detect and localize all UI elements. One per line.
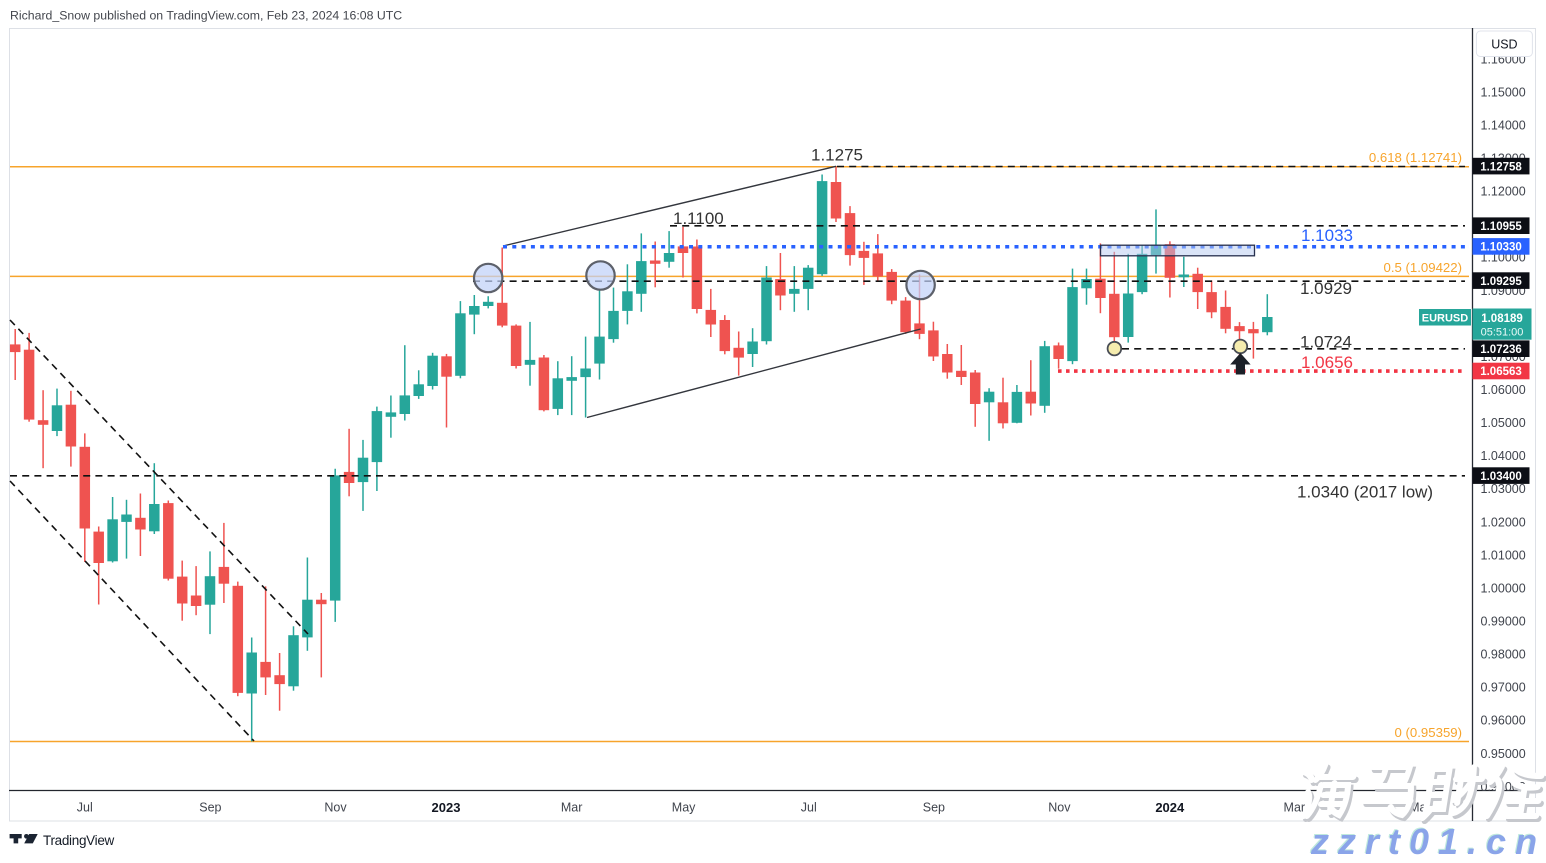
- svg-text:1.12758: 1.12758: [1480, 161, 1522, 173]
- svg-text:Nov: Nov: [1048, 801, 1071, 815]
- svg-text:1.03400: 1.03400: [1480, 471, 1522, 483]
- svg-text:Mar: Mar: [561, 801, 583, 815]
- svg-text:0.98000: 0.98000: [1481, 648, 1526, 662]
- svg-text:May: May: [672, 801, 696, 815]
- svg-text:1.08189: 1.08189: [1481, 313, 1523, 325]
- svg-text:1.0929: 1.0929: [1300, 279, 1352, 298]
- svg-text:1.09295: 1.09295: [1480, 276, 1522, 288]
- svg-text:TradingView: TradingView: [43, 833, 115, 848]
- svg-text:Nov: Nov: [324, 801, 347, 815]
- svg-text:2024: 2024: [1155, 800, 1185, 815]
- svg-text:1.14000: 1.14000: [1481, 118, 1526, 132]
- svg-text:0.99000: 0.99000: [1481, 615, 1526, 629]
- svg-text:0.97000: 0.97000: [1481, 681, 1526, 695]
- svg-text:Sep: Sep: [199, 801, 221, 815]
- svg-text:1.05000: 1.05000: [1481, 416, 1526, 430]
- svg-text:EURUSD: EURUSD: [1422, 313, 1469, 325]
- svg-text:1.12000: 1.12000: [1481, 185, 1526, 199]
- svg-text:1.00000: 1.00000: [1481, 581, 1526, 595]
- svg-text:1.01000: 1.01000: [1481, 548, 1526, 562]
- svg-text:1.1100: 1.1100: [673, 209, 724, 228]
- svg-text:Sep: Sep: [923, 801, 945, 815]
- svg-text:0.5 (1.09422): 0.5 (1.09422): [1384, 260, 1462, 275]
- svg-text:1.0656: 1.0656: [1301, 353, 1353, 372]
- svg-text:1.04000: 1.04000: [1481, 449, 1526, 463]
- svg-text:2023: 2023: [432, 800, 461, 815]
- svg-text:Mar: Mar: [1284, 801, 1306, 815]
- svg-text:USD: USD: [1491, 37, 1517, 51]
- svg-text:1.06000: 1.06000: [1481, 383, 1526, 397]
- svg-text:Richard_Snow published on Trad: Richard_Snow published on TradingView.co…: [10, 8, 402, 22]
- svg-text:1.10955: 1.10955: [1480, 221, 1522, 233]
- svg-text:Jul: Jul: [77, 801, 93, 815]
- svg-text:05:51:00: 05:51:00: [1481, 327, 1524, 339]
- svg-text:0.96000: 0.96000: [1481, 714, 1526, 728]
- svg-text:1.06563: 1.06563: [1480, 366, 1522, 378]
- svg-text:1.0724: 1.0724: [1300, 333, 1352, 352]
- svg-text:1.07236: 1.07236: [1480, 344, 1522, 356]
- svg-text:0 (0.95359): 0 (0.95359): [1395, 725, 1462, 740]
- svg-text:0.618 (1.12741): 0.618 (1.12741): [1369, 150, 1462, 165]
- svg-text:Jul: Jul: [801, 801, 817, 815]
- svg-text:1.15000: 1.15000: [1481, 85, 1526, 99]
- svg-text:1.02000: 1.02000: [1481, 515, 1526, 529]
- svg-text:1.03000: 1.03000: [1481, 482, 1526, 496]
- svg-text:1.1033: 1.1033: [1301, 226, 1353, 245]
- svg-text:1.0340 (2017 low): 1.0340 (2017 low): [1297, 483, 1433, 502]
- svg-text:1.1275: 1.1275: [811, 146, 863, 165]
- svg-text:0.95000: 0.95000: [1481, 747, 1526, 761]
- svg-text:1.10330: 1.10330: [1480, 242, 1522, 254]
